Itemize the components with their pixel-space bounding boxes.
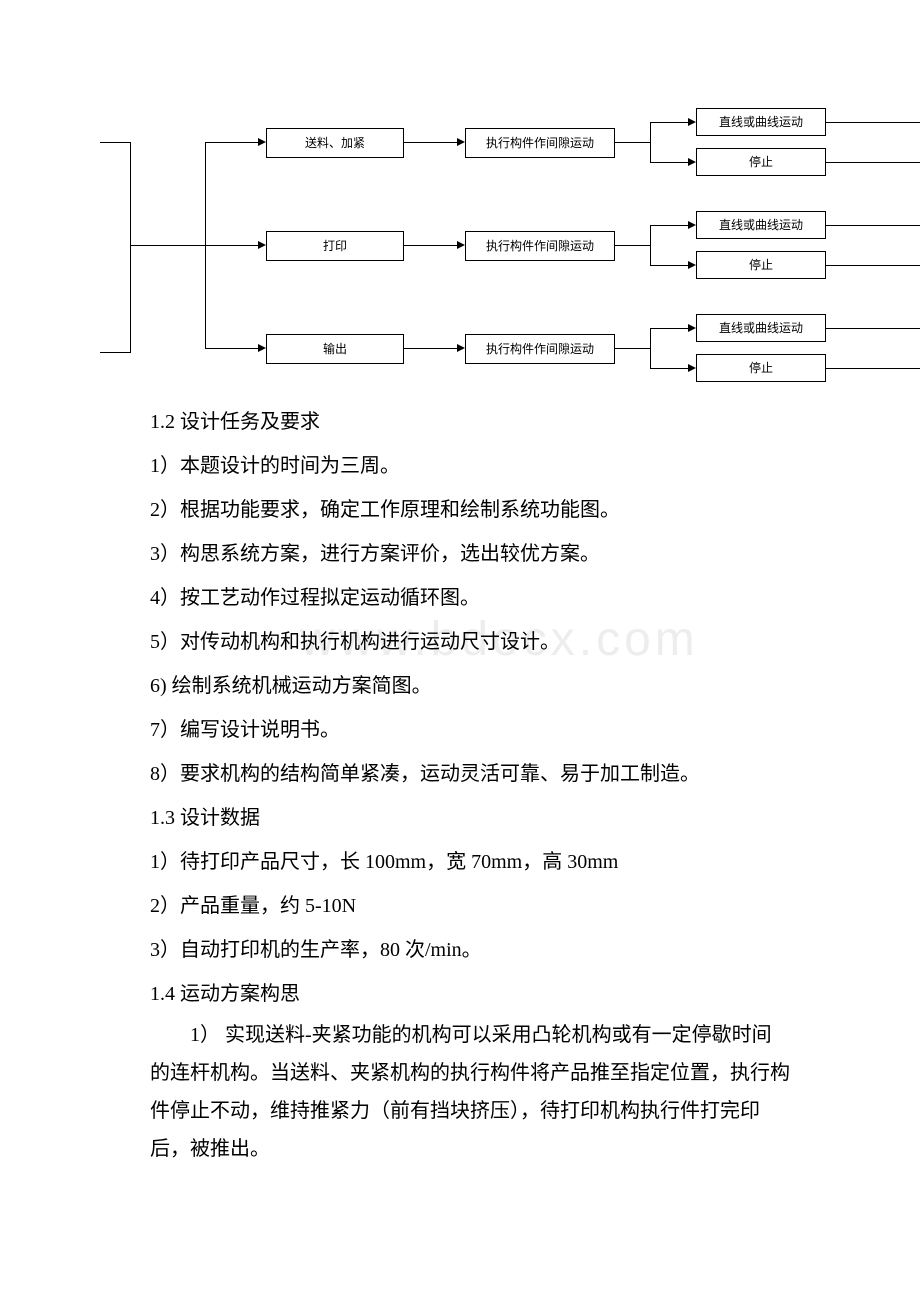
box-exec-gap-1: 执行构件作间隙运动	[465, 128, 615, 158]
box-stop-1: 停止	[696, 148, 826, 176]
connector	[826, 328, 920, 329]
box-output: 输出	[266, 334, 404, 364]
box-linear-curve-1: 直线或曲线运动	[696, 108, 826, 136]
arrow-icon	[688, 118, 696, 126]
list-item: 4）按工艺动作过程拟定运动循环图。	[150, 576, 790, 620]
list-item: 8）要求机构的结构简单紧凑，运动灵活可靠、易于加工制造。	[150, 752, 790, 796]
connector	[650, 122, 651, 163]
box-print: 打印	[266, 231, 404, 261]
connector	[650, 225, 651, 266]
connector	[650, 122, 690, 123]
paragraph: 1） 实现送料-夹紧功能的机构可以采用凸轮机构或有一定停歇时间的连杆机构。当送料…	[150, 1016, 790, 1168]
connector	[650, 225, 690, 226]
connector	[205, 348, 260, 349]
arrow-icon	[457, 241, 465, 249]
connector	[100, 352, 130, 353]
arrow-icon	[457, 344, 465, 352]
connector	[650, 328, 690, 329]
box-exec-gap-3: 执行构件作间隙运动	[465, 334, 615, 364]
list-item: 1）本题设计的时间为三周。	[150, 444, 790, 488]
connector	[130, 245, 205, 246]
list-item: 3）自动打印机的生产率，80 次/min。	[150, 928, 790, 972]
connector	[404, 348, 459, 349]
connector	[650, 328, 651, 369]
connector	[615, 245, 650, 246]
connector	[615, 348, 650, 349]
box-linear-curve-3: 直线或曲线运动	[696, 314, 826, 342]
arrow-icon	[688, 158, 696, 166]
arrow-icon	[688, 221, 696, 229]
list-item: 3）构思系统方案，进行方案评价，选出较优方案。	[150, 532, 790, 576]
list-item: 1）待打印产品尺寸，长 100mm，宽 70mm，高 30mm	[150, 840, 790, 884]
connector	[826, 162, 920, 163]
box-feed-clamp: 送料、加紧	[266, 128, 404, 158]
section-1-4-title: 1.4 运动方案构思	[150, 972, 790, 1016]
box-stop-3: 停止	[696, 354, 826, 382]
arrow-icon	[688, 261, 696, 269]
connector	[205, 142, 260, 143]
connector	[650, 265, 690, 266]
document-body: 1.2 设计任务及要求 1）本题设计的时间为三周。 2）根据功能要求，确定工作原…	[0, 390, 920, 1208]
section-1-2-title: 1.2 设计任务及要求	[150, 400, 790, 444]
list-item: 6) 绘制系统机械运动方案简图。	[150, 664, 790, 708]
list-item: 2）根据功能要求，确定工作原理和绘制系统功能图。	[150, 488, 790, 532]
box-exec-gap-2: 执行构件作间隙运动	[465, 231, 615, 261]
box-linear-curve-2: 直线或曲线运动	[696, 211, 826, 239]
function-diagram: 送料、加紧 执行构件作间隙运动 直线或曲线运动 停止 打印 执行构件作间隙运动 …	[0, 0, 920, 390]
arrow-icon	[258, 138, 266, 146]
connector	[615, 142, 650, 143]
arrow-icon	[258, 241, 266, 249]
arrow-icon	[258, 344, 266, 352]
section-1-3-title: 1.3 设计数据	[150, 796, 790, 840]
connector	[205, 245, 260, 246]
list-item: 7）编写设计说明书。	[150, 708, 790, 752]
connector	[826, 368, 920, 369]
connector	[826, 265, 920, 266]
connector	[650, 368, 690, 369]
connector	[100, 142, 130, 143]
arrow-icon	[688, 324, 696, 332]
connector	[130, 142, 131, 353]
connector	[826, 122, 920, 123]
connector	[650, 162, 690, 163]
connector	[404, 142, 459, 143]
arrow-icon	[457, 138, 465, 146]
connector	[404, 245, 459, 246]
list-item: 5）对传动机构和执行机构进行运动尺寸设计。	[150, 620, 790, 664]
box-stop-2: 停止	[696, 251, 826, 279]
connector	[826, 225, 920, 226]
arrow-icon	[688, 364, 696, 372]
list-item: 2）产品重量，约 5-10N	[150, 884, 790, 928]
